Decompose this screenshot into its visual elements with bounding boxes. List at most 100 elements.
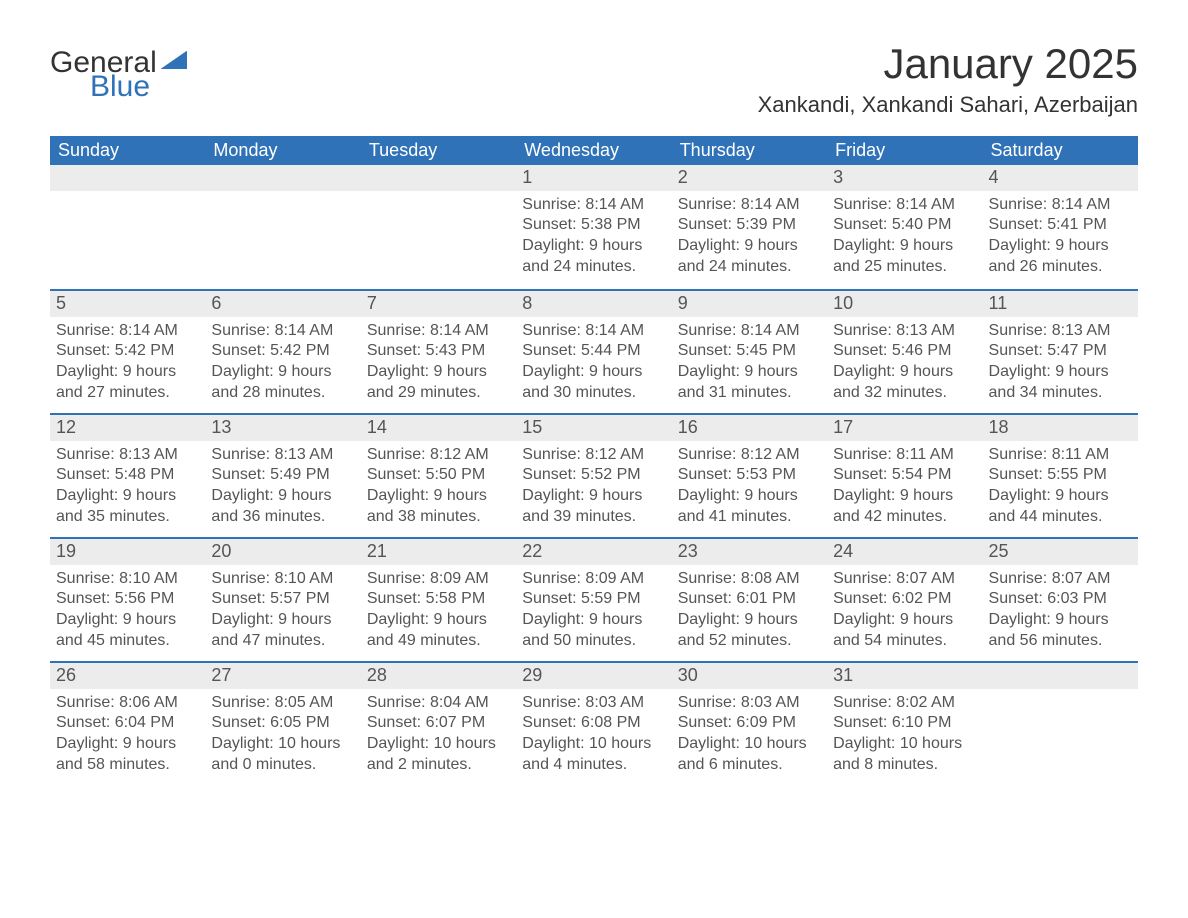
calendar-body: 1Sunrise: 8:14 AMSunset: 5:38 PMDaylight… [50, 165, 1138, 785]
day-number: 28 [361, 663, 516, 689]
daylight-line: Daylight: 9 hours and 58 minutes. [56, 734, 199, 776]
sunset-value: 5:55 PM [1047, 466, 1107, 483]
day-number: 11 [983, 291, 1138, 317]
sunset-value: 5:46 PM [892, 342, 952, 359]
sunrise-value: 8:07 AM [1052, 570, 1111, 587]
sunset-value: 5:50 PM [426, 466, 486, 483]
sunrise-line: Sunrise: 8:06 AM [56, 693, 199, 714]
calendar-day: 18Sunrise: 8:11 AMSunset: 5:55 PMDayligh… [983, 415, 1138, 537]
sunset-value: 5:58 PM [426, 590, 486, 607]
sunset-line: Sunset: 6:04 PM [56, 713, 199, 734]
sunset-value: 6:05 PM [270, 714, 330, 731]
daylight-line: Daylight: 9 hours and 38 minutes. [367, 486, 510, 528]
calendar-day: 14Sunrise: 8:12 AMSunset: 5:50 PMDayligh… [361, 415, 516, 537]
sunset-line: Sunset: 5:43 PM [367, 341, 510, 362]
daylight-label: Daylight: [989, 237, 1051, 254]
day-details: Sunrise: 8:14 AMSunset: 5:43 PMDaylight:… [361, 317, 516, 412]
calendar-day: 7Sunrise: 8:14 AMSunset: 5:43 PMDaylight… [361, 291, 516, 413]
calendar-week: 1Sunrise: 8:14 AMSunset: 5:38 PMDaylight… [50, 165, 1138, 289]
sunrise-label: Sunrise: [367, 694, 426, 711]
day-details: Sunrise: 8:14 AMSunset: 5:44 PMDaylight:… [516, 317, 671, 412]
calendar-day: 20Sunrise: 8:10 AMSunset: 5:57 PMDayligh… [205, 539, 360, 661]
daylight-line: Daylight: 9 hours and 32 minutes. [833, 362, 976, 404]
sunset-value: 6:08 PM [581, 714, 641, 731]
sunset-line: Sunset: 6:08 PM [522, 713, 665, 734]
daylight-label: Daylight: [833, 611, 895, 628]
sunset-label: Sunset: [678, 466, 732, 483]
day-number [50, 165, 205, 191]
brand-word-2: Blue [90, 70, 187, 104]
title-block: January 2025 Xankandi, Xankandi Sahari, … [758, 40, 1138, 128]
calendar: SundayMondayTuesdayWednesdayThursdayFrid… [50, 136, 1138, 785]
sunset-value: 5:42 PM [115, 342, 175, 359]
sunset-label: Sunset: [833, 590, 887, 607]
calendar-day: 22Sunrise: 8:09 AMSunset: 5:59 PMDayligh… [516, 539, 671, 661]
sunrise-value: 8:08 AM [741, 570, 800, 587]
sunset-line: Sunset: 5:56 PM [56, 589, 199, 610]
daylight-line: Daylight: 9 hours and 31 minutes. [678, 362, 821, 404]
sunrise-value: 8:04 AM [430, 694, 489, 711]
daylight-label: Daylight: [211, 611, 273, 628]
calendar-day: 23Sunrise: 8:08 AMSunset: 6:01 PMDayligh… [672, 539, 827, 661]
sunset-line: Sunset: 5:44 PM [522, 341, 665, 362]
daylight-label: Daylight: [367, 735, 429, 752]
day-number: 20 [205, 539, 360, 565]
sunrise-label: Sunrise: [211, 322, 270, 339]
daylight-line: Daylight: 10 hours and 4 minutes. [522, 734, 665, 776]
sunrise-label: Sunrise: [989, 322, 1048, 339]
sunrise-label: Sunrise: [56, 446, 115, 463]
day-number: 30 [672, 663, 827, 689]
sunset-label: Sunset: [211, 466, 265, 483]
daylight-line: Daylight: 9 hours and 50 minutes. [522, 610, 665, 652]
sunset-line: Sunset: 5:49 PM [211, 465, 354, 486]
sunset-label: Sunset: [211, 714, 265, 731]
sunrise-line: Sunrise: 8:10 AM [56, 569, 199, 590]
daylight-label: Daylight: [989, 487, 1051, 504]
sunset-label: Sunset: [367, 590, 421, 607]
daylight-line: Daylight: 9 hours and 56 minutes. [989, 610, 1132, 652]
calendar-day: 12Sunrise: 8:13 AMSunset: 5:48 PMDayligh… [50, 415, 205, 537]
sunrise-line: Sunrise: 8:13 AM [211, 445, 354, 466]
day-details: Sunrise: 8:09 AMSunset: 5:59 PMDaylight:… [516, 565, 671, 660]
sunrise-label: Sunrise: [367, 446, 426, 463]
day-details: Sunrise: 8:10 AMSunset: 5:56 PMDaylight:… [50, 565, 205, 660]
sunset-line: Sunset: 5:40 PM [833, 215, 976, 236]
page-header: General Blue January 2025 Xankandi, Xank… [50, 40, 1138, 128]
sunrise-label: Sunrise: [989, 570, 1048, 587]
day-number: 23 [672, 539, 827, 565]
sunrise-line: Sunrise: 8:07 AM [989, 569, 1132, 590]
sunset-line: Sunset: 5:52 PM [522, 465, 665, 486]
day-details: Sunrise: 8:12 AMSunset: 5:52 PMDaylight:… [516, 441, 671, 536]
sunset-label: Sunset: [367, 466, 421, 483]
sunrise-value: 8:14 AM [896, 196, 955, 213]
daylight-line: Daylight: 9 hours and 25 minutes. [833, 236, 976, 278]
sunrise-value: 8:11 AM [1052, 446, 1110, 463]
day-number: 2 [672, 165, 827, 191]
sunset-line: Sunset: 5:45 PM [678, 341, 821, 362]
sunrise-line: Sunrise: 8:09 AM [367, 569, 510, 590]
day-details: Sunrise: 8:03 AMSunset: 6:09 PMDaylight:… [672, 689, 827, 784]
sunrise-line: Sunrise: 8:03 AM [522, 693, 665, 714]
sunset-label: Sunset: [522, 590, 576, 607]
day-details: Sunrise: 8:05 AMSunset: 6:05 PMDaylight:… [205, 689, 360, 784]
sunrise-value: 8:14 AM [741, 322, 800, 339]
day-number: 9 [672, 291, 827, 317]
daylight-label: Daylight: [56, 363, 118, 380]
sunset-value: 6:04 PM [115, 714, 175, 731]
calendar-day: 31Sunrise: 8:02 AMSunset: 6:10 PMDayligh… [827, 663, 982, 785]
weekday-header: Tuesday [361, 136, 516, 165]
sunset-line: Sunset: 6:01 PM [678, 589, 821, 610]
daylight-line: Daylight: 9 hours and 30 minutes. [522, 362, 665, 404]
daylight-line: Daylight: 9 hours and 26 minutes. [989, 236, 1132, 278]
sunset-value: 5:38 PM [581, 216, 641, 233]
day-number: 25 [983, 539, 1138, 565]
calendar-day [983, 663, 1138, 785]
daylight-label: Daylight: [211, 487, 273, 504]
sunset-value: 5:48 PM [115, 466, 175, 483]
day-details: Sunrise: 8:11 AMSunset: 5:55 PMDaylight:… [983, 441, 1138, 536]
sunrise-line: Sunrise: 8:14 AM [678, 195, 821, 216]
daylight-label: Daylight: [367, 611, 429, 628]
day-details: Sunrise: 8:14 AMSunset: 5:41 PMDaylight:… [983, 191, 1138, 286]
sunrise-value: 8:14 AM [1052, 196, 1111, 213]
sunset-line: Sunset: 5:42 PM [56, 341, 199, 362]
